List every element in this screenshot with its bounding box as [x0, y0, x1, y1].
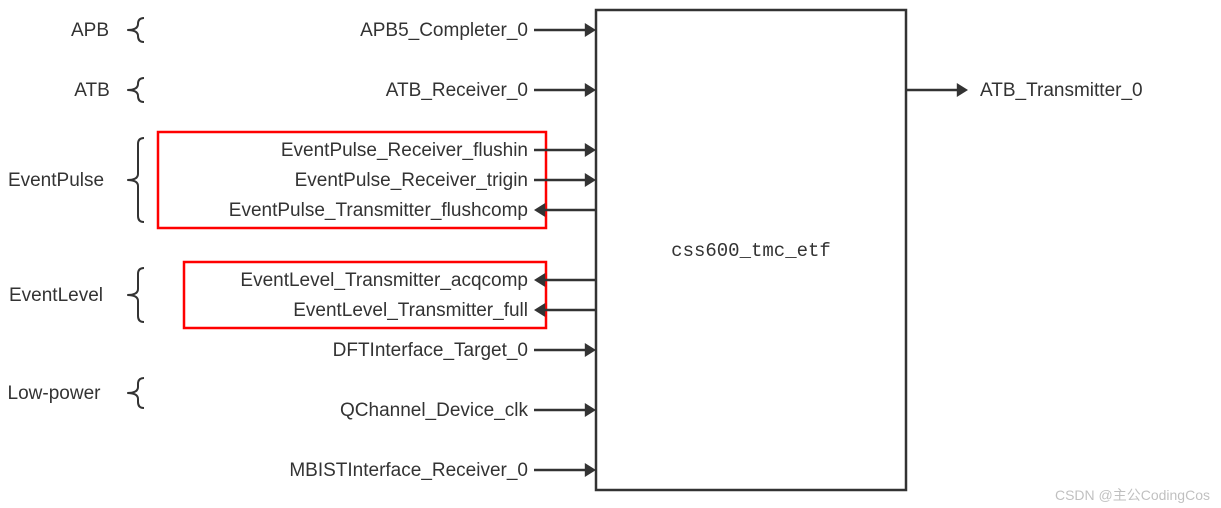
signal-label: EventPulse_Transmitter_flushcomp — [229, 200, 528, 221]
signal-label: APB5_Completer_0 — [360, 20, 528, 41]
signal-label: EventLevel_Transmitter_full — [293, 300, 528, 321]
signal-label: QChannel_Device_clk — [340, 400, 528, 421]
signal-label: DFTInterface_Target_0 — [333, 340, 528, 361]
group-label: ATB — [74, 80, 110, 101]
signal-label: ATB_Transmitter_0 — [980, 80, 1143, 101]
block-label: css600_tmc_etf — [671, 240, 831, 262]
group-label: Low-power — [8, 383, 102, 404]
group-label: EventPulse — [8, 170, 104, 191]
group-label: APB — [71, 20, 109, 41]
signal-label: MBISTInterface_Receiver_0 — [289, 460, 528, 481]
signal-label: EventPulse_Receiver_flushin — [281, 140, 528, 161]
signal-label: EventLevel_Transmitter_acqcomp — [240, 270, 528, 291]
watermark: CSDN @主公CodingCos — [1055, 487, 1210, 503]
signal-label: EventPulse_Receiver_trigin — [295, 170, 528, 191]
block-diagram: css600_tmc_etf APB ATB EventPulse EventLeve… — [0, 0, 1221, 508]
group-label: EventLevel — [9, 285, 103, 306]
signal-label: ATB_Receiver_0 — [386, 80, 528, 101]
